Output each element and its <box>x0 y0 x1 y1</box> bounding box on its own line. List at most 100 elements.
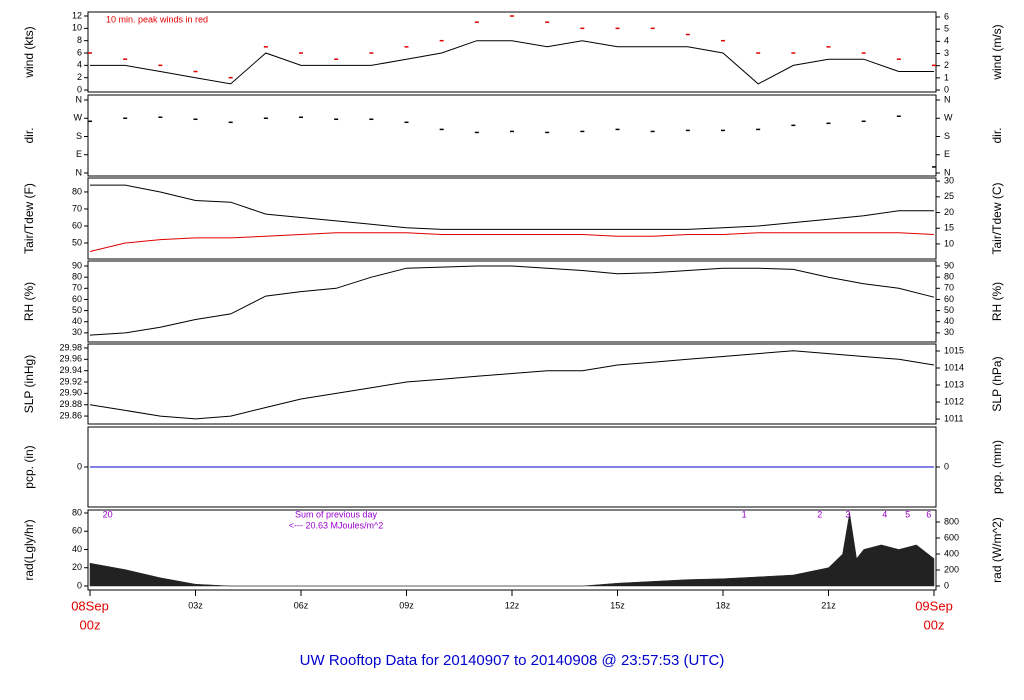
note: <--- 20.63 MJoules/m^2 <box>289 520 384 530</box>
y-tick-label: 80 <box>72 272 82 282</box>
y2-tick-label: 20 <box>944 207 954 217</box>
y2-tick-label: 4 <box>944 36 949 46</box>
panel-frame <box>87 177 937 260</box>
y-tick-label: 60 <box>72 220 82 230</box>
y-tick-label: S <box>76 131 82 141</box>
y-axis-title: SLP (inHg) <box>22 355 36 413</box>
y-axis-title: Tair/Tdew (F) <box>22 183 36 254</box>
y2-tick-label: 0 <box>944 580 949 590</box>
y2-tick-label: W <box>944 113 953 123</box>
y2-tick-label: 15 <box>944 223 954 233</box>
data-line <box>90 40 934 85</box>
y2-tick-label: 80 <box>944 272 954 282</box>
x-date-label: 08Sep <box>71 598 109 613</box>
x-tick-label: 21z <box>821 600 836 610</box>
x-tick-label: 18z <box>716 600 731 610</box>
y-tick-label: 29.94 <box>59 365 82 375</box>
y-tick-label: 29.98 <box>59 342 82 352</box>
panel-frame <box>87 343 937 425</box>
y2-tick-label: 1015 <box>944 345 964 355</box>
footer-title: UW Rooftop Data for 20140907 to 20140908… <box>300 652 725 669</box>
y2-tick-label: 3 <box>944 48 949 58</box>
x-date-label: 09Sep <box>915 598 953 613</box>
y-tick-label: 6 <box>77 47 82 57</box>
y-axis-title: RH (%) <box>22 282 36 321</box>
y-axis-title: dir. <box>22 127 36 143</box>
y2-axis-title: RH (%) <box>990 282 1004 321</box>
data-line <box>89 232 935 252</box>
x-tick-label: 00z <box>924 617 945 632</box>
y-tick-label: 60 <box>72 294 82 304</box>
marker-label: 2 <box>817 509 822 519</box>
y-tick-label: E <box>76 149 82 159</box>
y2-tick-label: 1012 <box>944 396 964 406</box>
annotation: 10 min. peak winds in red <box>106 14 208 24</box>
y2-tick-label: 10 <box>944 238 954 248</box>
data-line <box>89 350 935 420</box>
data-line <box>90 184 934 230</box>
y2-tick-label: 600 <box>944 532 959 542</box>
panel-frame <box>87 11 937 93</box>
y2-tick-label: N <box>944 167 951 177</box>
y2-tick-label: 1011 <box>944 413 963 423</box>
panel-frame <box>87 94 937 177</box>
data-line <box>89 265 935 336</box>
y-tick-label: W <box>74 113 83 123</box>
y2-tick-label: 6 <box>944 11 949 21</box>
note: Sum of previous day <box>295 509 378 519</box>
y2-tick-label: 50 <box>944 305 954 315</box>
marker-label: 5 <box>905 509 910 519</box>
y-tick-label: 29.88 <box>59 399 82 409</box>
y-tick-label: 40 <box>72 544 82 554</box>
y-tick-label: 29.92 <box>59 376 82 386</box>
x-tick-label: 12z <box>505 600 520 610</box>
y2-tick-label: 0 <box>944 461 949 471</box>
y-tick-label: 10 <box>72 23 82 33</box>
y-tick-label: 29.86 <box>59 410 82 420</box>
y-tick-label: 80 <box>72 507 82 517</box>
marker-label: 4 <box>882 509 887 519</box>
y-tick-label: N <box>76 94 83 104</box>
y-tick-label: 70 <box>72 283 82 293</box>
y2-tick-label: 90 <box>944 260 954 270</box>
y-tick-label: N <box>76 167 83 177</box>
y2-tick-label: 70 <box>944 283 954 293</box>
y-tick-label: 29.96 <box>59 354 82 364</box>
y2-tick-label: 1 <box>944 72 949 82</box>
y-tick-label: 40 <box>72 316 82 326</box>
y2-tick-label: N <box>944 94 951 104</box>
data-area <box>89 512 935 587</box>
y-tick-label: 20 <box>72 562 82 572</box>
marker-label: 6 <box>926 509 931 519</box>
panel-frame <box>87 260 937 343</box>
y2-tick-label: 1013 <box>944 379 964 389</box>
y2-axis-title: wind (m/s) <box>990 24 1004 80</box>
marker-label: 20 <box>103 509 113 519</box>
y-tick-label: 70 <box>72 203 82 213</box>
y-tick-label: 0 <box>77 84 82 94</box>
x-tick-label: 03z <box>188 600 203 610</box>
x-tick-label: 06z <box>294 600 309 610</box>
y-tick-label: 0 <box>77 461 82 471</box>
y-tick-label: 8 <box>77 35 82 45</box>
y2-tick-label: 30 <box>944 327 954 337</box>
y-tick-label: 30 <box>72 327 82 337</box>
y-tick-label: 90 <box>72 260 82 270</box>
y2-tick-label: 40 <box>944 316 954 326</box>
y-axis-title: pcp. (in) <box>22 445 36 488</box>
y2-tick-label: 0 <box>944 84 949 94</box>
y-tick-label: 0 <box>77 580 82 590</box>
y-tick-label: 12 <box>72 10 82 20</box>
y2-axis-title: rad (W/m^2) <box>990 517 1004 583</box>
x-tick-label: 09z <box>399 600 414 610</box>
y2-tick-label: 30 <box>944 176 954 186</box>
y2-axis-title: dir. <box>990 127 1004 143</box>
y2-tick-label: 400 <box>944 548 959 558</box>
y2-tick-label: 200 <box>944 564 959 574</box>
y2-tick-label: S <box>944 131 950 141</box>
y2-axis-title: Tair/Tdew (C) <box>990 182 1004 254</box>
x-tick-label: 15z <box>610 600 625 610</box>
y-tick-label: 50 <box>72 305 82 315</box>
y-tick-label: 60 <box>72 526 82 536</box>
